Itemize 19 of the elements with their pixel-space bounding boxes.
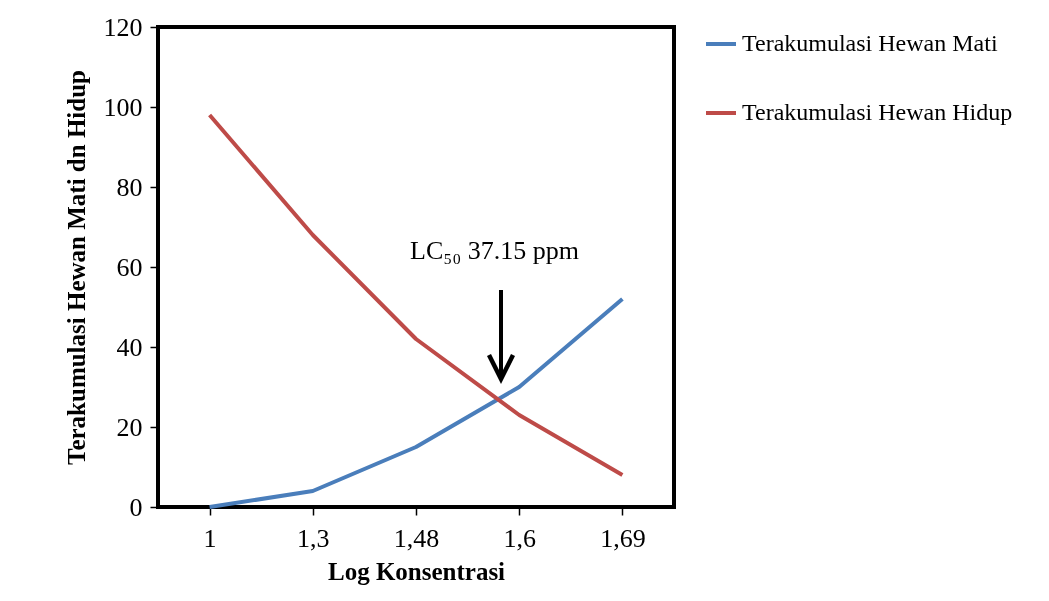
y-tick-label: 120 [103, 12, 143, 42]
x-tick-label: 1,6 [503, 523, 536, 553]
x-tick-label: 1,48 [393, 523, 440, 553]
y-tick-label: 0 [129, 492, 143, 522]
line-series [207, 297, 625, 509]
legend-label: Terakumulasi Hewan Mati [742, 30, 998, 56]
annotation: LC₅₀ 37.15 ppm [410, 236, 580, 266]
x-axis-title: Log Konsentrasi [327, 557, 506, 585]
x-tick-label: 1,3 [297, 523, 330, 553]
line-series [207, 113, 625, 477]
y-tick-label: 100 [103, 92, 143, 122]
y-tick-label: 40 [116, 332, 143, 362]
legend-label: Terakumulasi Hewan Hidup [742, 99, 1013, 125]
x-tick-label: 1,69 [600, 523, 646, 553]
y-axis-title: Terakumulasi Hewan Mati dn Hidup [62, 69, 90, 466]
y-tick-label: 60 [116, 252, 143, 282]
x-tick-label: 1 [203, 523, 217, 553]
y-tick-label: 80 [116, 172, 143, 202]
y-tick-label: 20 [116, 412, 143, 442]
